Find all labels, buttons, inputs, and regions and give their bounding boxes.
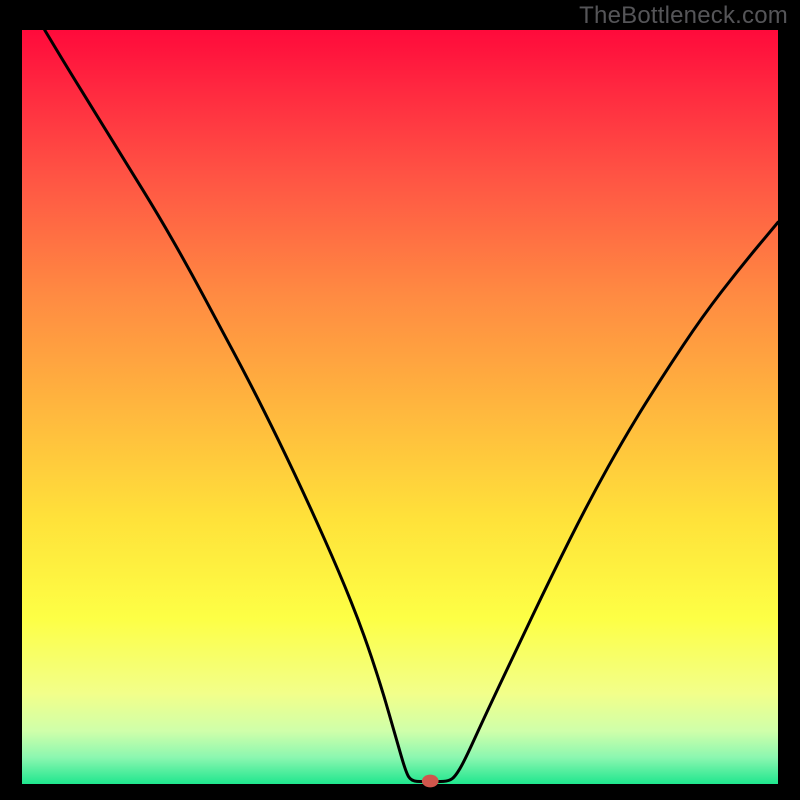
watermark-text: TheBottleneck.com: [579, 2, 788, 30]
bottleneck-chart: [0, 0, 800, 800]
plot-area: [22, 30, 778, 784]
optimal-point-marker: [422, 775, 439, 788]
chart-frame: TheBottleneck.com: [0, 0, 800, 800]
